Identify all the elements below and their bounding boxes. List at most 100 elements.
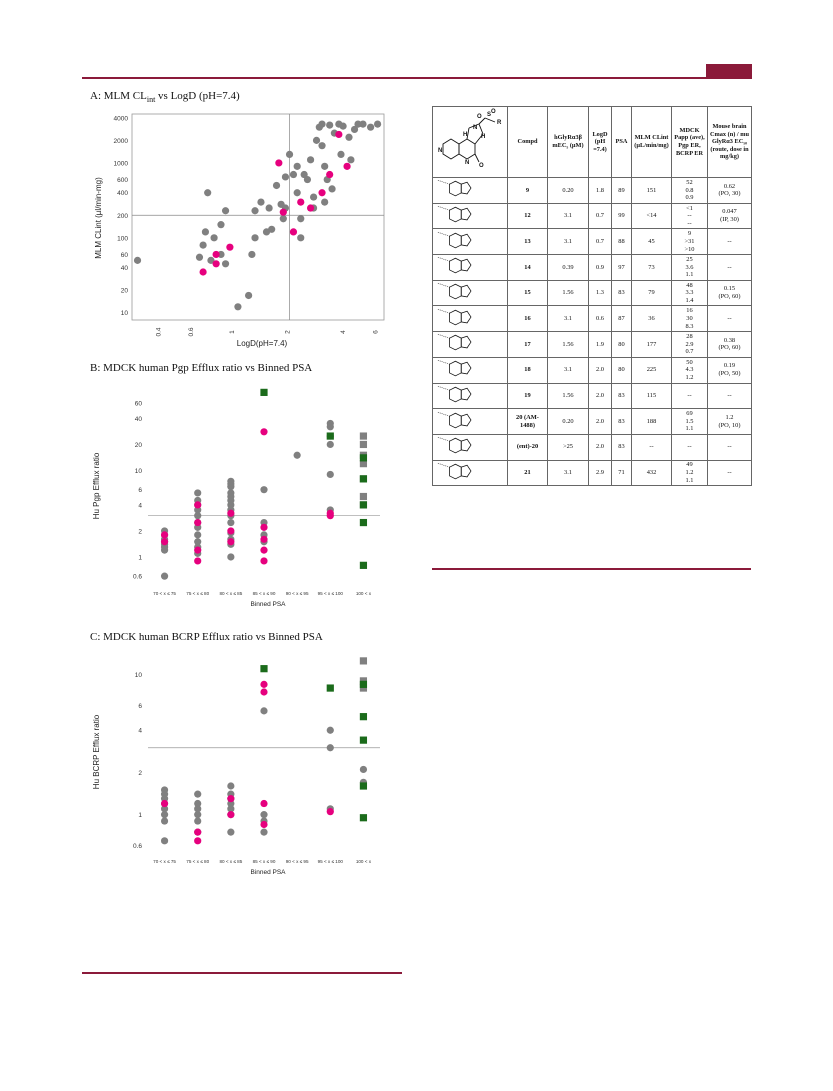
chart-b-point-square xyxy=(359,492,368,501)
cell-brain-line: -- xyxy=(727,314,732,322)
cell-mdck: 48 3.3 1.4 xyxy=(671,279,708,307)
chart-b-xtick: 70 < x ≤ 75 xyxy=(153,591,176,596)
cell-logd: 0.9 xyxy=(588,254,612,281)
cell-logd: 0.7 xyxy=(588,202,612,230)
cell-ec50: 3.1 xyxy=(547,228,589,256)
cell-logd: 2.0 xyxy=(588,356,612,384)
chart-a-point xyxy=(339,122,347,130)
col-header-clint: MLM CLint (µL/min/mg) xyxy=(631,106,672,178)
chart-a-point xyxy=(265,204,273,212)
chart-c-point-highlight xyxy=(260,820,268,829)
chart-a-ytick: 400 xyxy=(117,190,128,197)
chart-a-point xyxy=(245,291,253,300)
chart-c-ytick: 1 xyxy=(138,812,142,819)
chart-b-point-highlight xyxy=(260,535,268,543)
cell-brain-line: 0.047 xyxy=(722,208,737,216)
cell-brain-line: (PO, 50) xyxy=(718,370,741,378)
chart-c-point xyxy=(194,817,202,825)
cell-clint: 73 xyxy=(631,254,672,281)
cell-mdck-line: >10 xyxy=(684,245,695,253)
cell-compound-id: 21 xyxy=(507,459,548,487)
chart-c-svg: Binned PSA Hu BCRP Efflux ratio 0.6 1 2 4 6 1… xyxy=(92,657,380,876)
cell-logd: 1.3 xyxy=(588,279,612,307)
table-row: 21 3.1 2.9 71 432 49 1.2 1.1 -- xyxy=(432,459,752,487)
row-structure xyxy=(432,382,508,410)
chart-a-ytick: 200 xyxy=(117,213,128,220)
chart-a-point xyxy=(207,256,215,264)
chart-a-point-highlight xyxy=(335,130,343,139)
chart-c-point-highlight xyxy=(194,837,202,845)
chart-a-point xyxy=(359,120,367,128)
chart-c-point xyxy=(160,817,169,825)
cell-mdck-line: 4.3 xyxy=(685,366,694,374)
chart-a-point xyxy=(285,150,294,158)
chart-a-ytick: 4000 xyxy=(114,115,129,122)
chart-a-point-highlight xyxy=(199,268,207,276)
chart-a-xtick: 4 xyxy=(340,330,347,334)
cell-clint: -- xyxy=(631,433,672,461)
chart-b-point-square xyxy=(359,460,368,468)
chart-c-point xyxy=(326,726,334,734)
cell-brain: -- xyxy=(707,433,752,461)
cell-brain-line: 0.38 xyxy=(723,336,736,344)
chart-b-point-highlight xyxy=(260,557,268,565)
cell-psa: 83 xyxy=(611,382,632,410)
cell-mdck-line: 1.4 xyxy=(685,296,694,304)
row-structure xyxy=(432,177,508,204)
row-structure xyxy=(432,305,508,333)
chart-a-point xyxy=(221,207,230,215)
chart-c-point xyxy=(227,828,235,836)
chart-b-xtick: 90 < x ≤ 95 xyxy=(286,591,309,596)
chart-c-point-square xyxy=(359,736,368,744)
cell-mdck: 50 4.3 1.2 xyxy=(671,356,708,384)
chart-c-point xyxy=(194,790,202,798)
structure-image xyxy=(437,206,472,223)
chart-a-point xyxy=(321,198,329,206)
cell-compound-id: 20 (AM-1488) xyxy=(507,408,548,435)
chart-c-point-highlight xyxy=(260,688,268,696)
chart-b-xtick: 80 < x ≤ 85 xyxy=(219,591,242,596)
structure-image xyxy=(437,180,472,197)
cell-mdck: 16 30 8.3 xyxy=(671,305,708,333)
chart-c-point-highlight xyxy=(160,799,169,808)
chart-b-point-highlight xyxy=(227,509,235,517)
chart-a-point-highlight xyxy=(289,228,298,236)
row-structure xyxy=(432,279,508,307)
chart-b-point-square xyxy=(359,454,368,462)
cell-mdck-line: 1.1 xyxy=(685,271,694,279)
cell-mdck-line: 3.3 xyxy=(685,289,694,297)
chart-a-point xyxy=(268,225,276,233)
table-row: 19 1.56 2.0 83 115 -- -- xyxy=(432,382,752,410)
cell-mdck-line: -- xyxy=(687,212,692,220)
chart-b-point-square xyxy=(359,432,368,440)
cell-mdck-line: 9 xyxy=(687,230,692,238)
cell-ec50: 3.1 xyxy=(547,459,589,487)
chart-c-point-highlight xyxy=(227,811,235,819)
chart-b-ytick: 20 xyxy=(135,442,143,449)
chart-a-ytick: 600 xyxy=(117,177,128,184)
cell-mdck-line: 1.1 xyxy=(685,425,694,433)
chart-c-point-square xyxy=(359,782,368,790)
cell-mdck-line: 2.9 xyxy=(685,340,694,348)
cell-clint: 115 xyxy=(631,382,672,410)
chart-a-point xyxy=(272,181,281,190)
chart-a-ytick: 10 xyxy=(121,310,129,317)
chart-b-point xyxy=(227,518,235,527)
cell-compound-id: 12 xyxy=(507,202,548,230)
chart-a-point xyxy=(321,162,329,170)
cell-clint: 79 xyxy=(631,279,672,307)
chart-b-point-highlight xyxy=(260,523,268,531)
chart-b-point-square xyxy=(359,501,368,509)
chart-a-ytick: 40 xyxy=(121,265,129,272)
svg-text:H: H xyxy=(481,134,485,140)
chart-a-point-highlight xyxy=(318,189,326,197)
cell-logd: 1.9 xyxy=(588,331,612,358)
chart-a-point xyxy=(350,125,359,134)
chart-b-point xyxy=(160,572,169,580)
cell-brain-line: 0.15 xyxy=(723,285,736,293)
chart-c-ytick: 0.6 xyxy=(133,843,142,850)
row-structure xyxy=(432,228,508,256)
chart-b-point-highlight xyxy=(260,428,268,436)
chart-a-point xyxy=(251,207,259,215)
